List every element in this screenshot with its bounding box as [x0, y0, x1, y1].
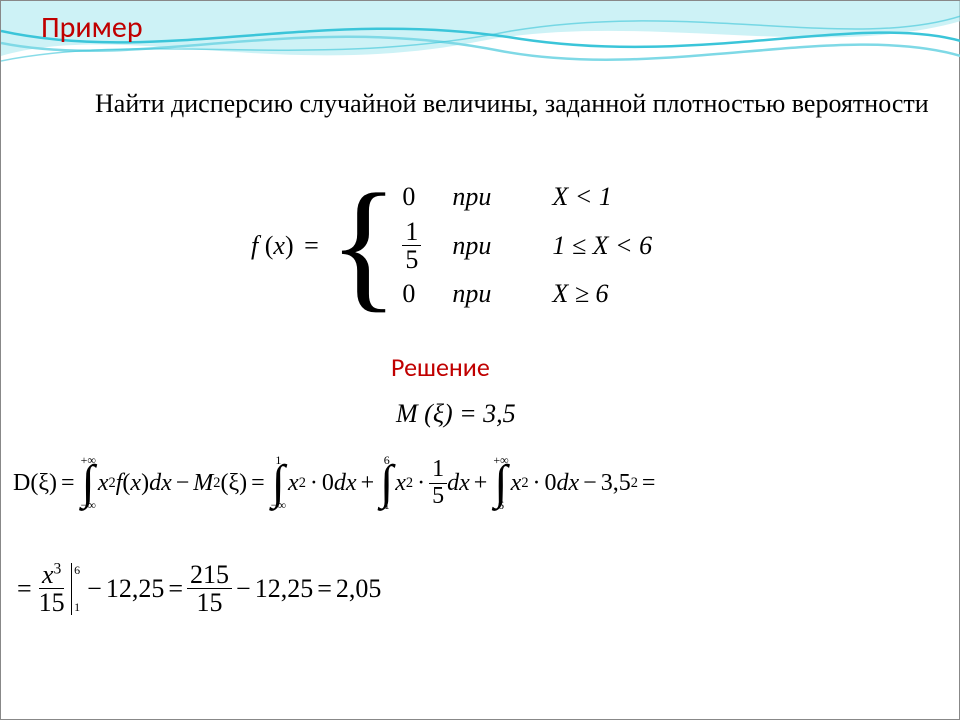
fraction: 215 15: [187, 561, 232, 617]
fn-f: f: [251, 231, 258, 260]
piecewise-function: f (x) = { 0 при X < 1 1 5 при 1 ≤ X < 6 …: [251, 173, 652, 318]
const-1225: 12,25: [106, 574, 165, 604]
fn-f: f: [116, 470, 123, 497]
frac-num: 1: [429, 457, 447, 483]
fraction: 1 5: [402, 218, 421, 274]
decorative-waves: [1, 1, 960, 91]
eval-lb: 1: [74, 600, 80, 615]
eval-bar-icon: 6 1: [71, 563, 81, 615]
result-205: 2,05: [336, 574, 382, 604]
int-lb: −∞: [271, 498, 286, 513]
frac-den: 15: [194, 589, 226, 616]
var-x: x: [395, 470, 406, 497]
dx-x: x: [569, 470, 580, 497]
const-1225b: 12,25: [255, 574, 314, 604]
slide-title: Пример: [41, 9, 143, 46]
frac-den: 5: [429, 484, 447, 509]
case-at: при: [452, 279, 552, 309]
frac-num: 215: [187, 561, 232, 589]
case-at: при: [452, 182, 552, 212]
left-brace-icon: {: [329, 173, 399, 318]
dispersion-line-1: D(ξ) = +∞ ∫ −∞ x2 f(x)dx − M2(ξ) = 1 ∫ −…: [13, 453, 659, 513]
dx-x: x: [161, 470, 172, 497]
sup-2: 2: [631, 475, 638, 492]
sup-2: 2: [299, 475, 306, 492]
problem-text: Найти дисперсию случайной величины, зада…: [95, 89, 929, 118]
zero: 0: [322, 470, 334, 497]
d-label: D(ξ): [13, 470, 57, 497]
case-value: 0: [402, 279, 452, 309]
sup-2: 2: [109, 475, 116, 492]
var-x: x: [511, 470, 522, 497]
sup-3: 3: [54, 560, 62, 577]
const-35: 3,5: [601, 470, 631, 497]
int-lb: 6: [498, 498, 504, 513]
dx-x: x: [459, 470, 470, 497]
var-x: x: [288, 470, 299, 497]
dispersion-line-2: = x3 15 6 1 −12,25 = 215 15 −12,25 = 2,0…: [13, 561, 381, 617]
dx-x: x: [346, 470, 357, 497]
dx-d: d: [334, 470, 346, 497]
zero: 0: [545, 470, 557, 497]
sup-2: 2: [213, 475, 220, 492]
sup-2: 2: [521, 475, 528, 492]
sup-2: 2: [406, 475, 413, 492]
case-cond: X ≥ 6: [552, 279, 608, 309]
fraction: x3 15: [36, 561, 68, 617]
integral-icon: +∞ ∫ −∞: [81, 453, 96, 513]
case-value: 0: [402, 182, 452, 212]
m-label: M: [193, 470, 213, 497]
dx-d: d: [557, 470, 569, 497]
int-lb: −∞: [81, 498, 96, 513]
mean-equation: M (ξ) = 3,5: [396, 399, 516, 429]
problem-statement: Найти дисперсию случайной величины, зада…: [43, 87, 929, 121]
dx-d: d: [447, 470, 459, 497]
fraction: 1 5: [429, 457, 447, 508]
var-x: x: [98, 470, 109, 497]
frac-den: 5: [402, 246, 421, 273]
fn-x: x: [273, 231, 285, 260]
solution-heading: Решение: [391, 351, 490, 383]
frac-den: 15: [36, 589, 68, 616]
case-cond: 1 ≤ X < 6: [552, 231, 652, 261]
integral-icon: +∞ ∫ 6: [493, 453, 508, 513]
case-row: 0 при X < 1: [402, 182, 652, 212]
integral-icon: 6 ∫ 1: [380, 453, 393, 513]
int-lb: 1: [384, 498, 390, 513]
dx-d: d: [149, 470, 161, 497]
frac-num: 1: [402, 218, 421, 246]
frac-num-x: x: [42, 560, 54, 589]
integral-icon: 1 ∫ −∞: [271, 453, 286, 513]
case-row: 1 5 при 1 ≤ X < 6: [402, 218, 652, 274]
case-row: 0 при X ≥ 6: [402, 279, 652, 309]
var-x: x: [130, 470, 141, 497]
case-at: при: [452, 231, 552, 261]
case-cond: X < 1: [552, 182, 611, 212]
eval-ub: 6: [74, 563, 80, 578]
